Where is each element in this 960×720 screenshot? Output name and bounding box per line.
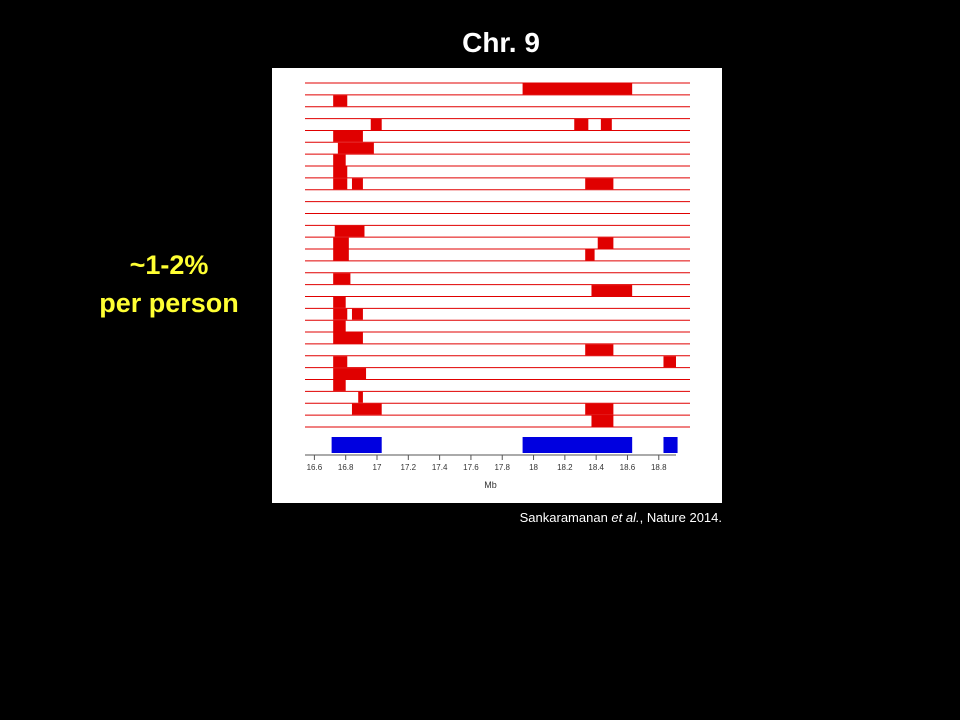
segment bbox=[333, 178, 348, 190]
summary-segment bbox=[522, 437, 633, 453]
segment bbox=[333, 320, 346, 332]
x-tick-label: 17 bbox=[373, 463, 382, 472]
citation-source: , Nature 2014. bbox=[640, 510, 722, 525]
segment bbox=[522, 83, 633, 95]
x-tick-label: 18.6 bbox=[620, 463, 636, 472]
segment bbox=[585, 403, 614, 415]
title: Chr. 9 bbox=[462, 27, 540, 58]
segment bbox=[351, 308, 363, 320]
segment bbox=[358, 391, 363, 403]
segment bbox=[370, 119, 382, 131]
segment bbox=[333, 368, 367, 380]
segment bbox=[334, 225, 365, 237]
segment bbox=[574, 119, 589, 131]
x-tick-label: 17.2 bbox=[401, 463, 417, 472]
segment bbox=[333, 379, 346, 391]
x-tick-label: 17.6 bbox=[463, 463, 479, 472]
segment bbox=[591, 285, 633, 297]
segment bbox=[600, 119, 612, 131]
segment bbox=[333, 249, 349, 261]
segment bbox=[333, 356, 348, 368]
segment bbox=[591, 415, 614, 427]
segment bbox=[333, 296, 346, 308]
x-tick-label: 18 bbox=[529, 463, 538, 472]
segment bbox=[585, 249, 595, 261]
x-tick-label: 18.2 bbox=[557, 463, 573, 472]
segment bbox=[337, 142, 374, 154]
segment bbox=[351, 178, 363, 190]
segment bbox=[333, 154, 346, 166]
side-text: per person bbox=[99, 288, 239, 318]
x-tick-label: 18.8 bbox=[651, 463, 667, 472]
segment bbox=[585, 178, 614, 190]
citation-etal: et al. bbox=[611, 510, 639, 525]
segment bbox=[333, 95, 348, 107]
x-tick-label: 17.4 bbox=[432, 463, 448, 472]
segment bbox=[597, 237, 614, 249]
x-tick-label: 16.6 bbox=[307, 463, 323, 472]
segment bbox=[351, 403, 382, 415]
segment bbox=[663, 356, 676, 368]
summary-segment bbox=[331, 437, 382, 453]
segment bbox=[333, 332, 363, 344]
x-tick-label: 17.8 bbox=[494, 463, 510, 472]
segment bbox=[333, 130, 363, 142]
segment bbox=[585, 344, 614, 356]
x-tick-label: 16.8 bbox=[338, 463, 354, 472]
segment bbox=[333, 237, 349, 249]
citation: Sankaramanan et al., Nature 2014. bbox=[520, 510, 722, 525]
segment bbox=[333, 166, 348, 178]
citation-authors: Sankaramanan bbox=[520, 510, 608, 525]
x-tick-label: 18.4 bbox=[588, 463, 604, 472]
segment bbox=[333, 308, 348, 320]
segment bbox=[333, 273, 351, 285]
side-text: ~1-2% bbox=[130, 250, 209, 280]
x-axis-label: Mb bbox=[484, 480, 497, 490]
summary-segment bbox=[663, 437, 678, 453]
